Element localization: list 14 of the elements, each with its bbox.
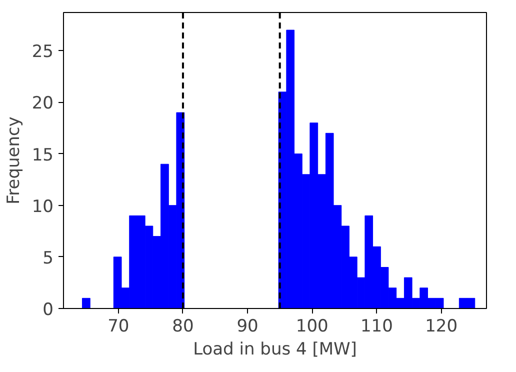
- y-tick-label: 15: [32, 145, 54, 166]
- y-axis-title: Frequency: [4, 116, 24, 204]
- x-axis-title: Load in bus 4 [MW]: [193, 340, 357, 360]
- x-tick-label: 70: [108, 316, 130, 336]
- x-tick-label: 90: [236, 316, 258, 336]
- x-tick-label: 120: [425, 316, 458, 336]
- y-tick-label: 10: [32, 196, 54, 217]
- x-tick-label: 100: [296, 316, 328, 336]
- y-tick-label: 5: [42, 248, 54, 268]
- x-tick-label: 80: [172, 316, 194, 336]
- y-tick-label: 25: [32, 42, 54, 62]
- y-tick-label: 0: [42, 300, 54, 320]
- y-tick-label: 20: [32, 94, 54, 114]
- x-tick-label: 110: [360, 316, 393, 336]
